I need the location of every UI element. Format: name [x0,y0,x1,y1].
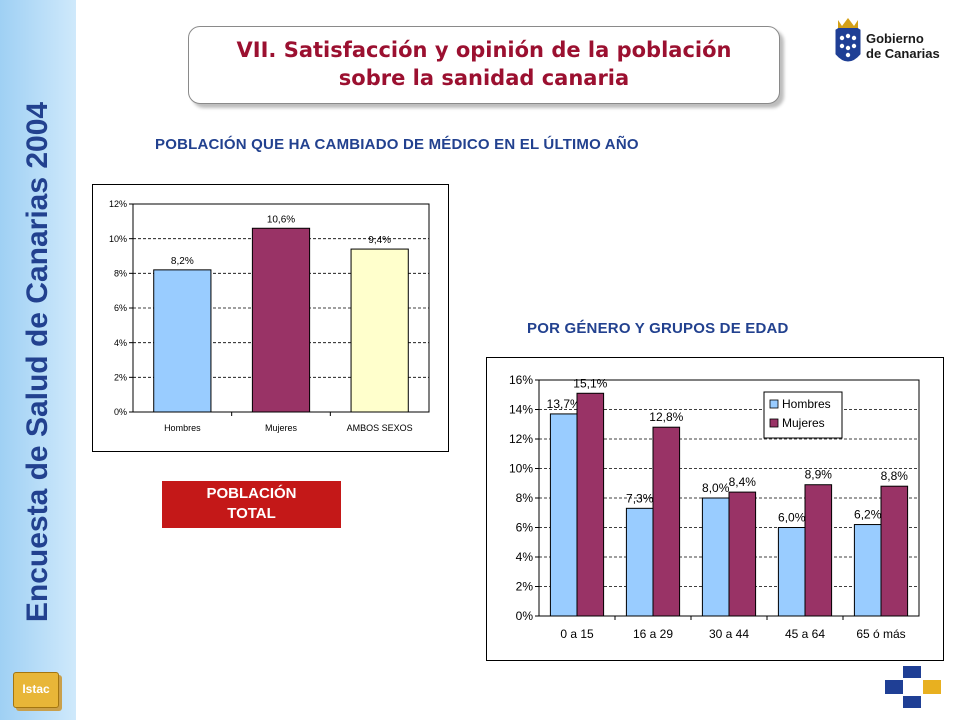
page-title-line1: VII. Satisfacción y opinión de la poblac… [236,38,732,62]
data-label: 6,0% [778,511,806,525]
x-tick-label: Hombres [164,423,201,433]
x-tick-label: 0 a 15 [560,627,594,641]
bar [880,485,909,617]
data-label: 7,3% [626,491,654,505]
bar [153,269,212,413]
bar [350,248,409,413]
bar [853,524,882,617]
data-label: 9,4% [368,235,391,246]
gobierno-logo-line2: de Canarias [866,46,940,61]
total-label-line2: TOTAL [227,505,276,522]
gobierno-logo-line1: Gobierno [866,31,924,46]
bar [549,413,578,617]
sidebar [0,0,76,720]
y-tick-label: 10% [109,234,127,244]
total-chart-frame: 0% 2% 4% 6% 8% 10% 12% Hombres 8,2% Mujeres 10,6% A… [92,184,449,452]
x-tick-label: 65 ó más [856,627,905,641]
bar [576,392,605,617]
data-label: 8,2% [171,256,194,267]
gobierno-crest-icon [835,18,861,62]
y-tick-label: 16% [509,373,533,387]
x-tick-label: 16 a 29 [633,627,673,641]
y-tick-label: 8% [516,491,534,505]
data-label: 13,7% [547,397,581,411]
legend-label: Hombres [782,397,831,411]
total-chart: 0% 2% 4% 6% 8% 10% 12% Hombres 8,2% Mujeres 10,6% A… [109,199,430,433]
y-tick-label: 12% [109,199,127,209]
data-label: 8,9% [805,468,833,482]
y-tick-label: 2% [516,580,534,594]
gender-age-chart: 0% 2% 4% 6% 8% 10% 12% 14% 16% 0 a 15 13,7% 15,1% 16… [509,373,920,641]
y-tick-label: 8% [114,268,127,278]
total-label-line1: POBLACIÓN [206,485,297,502]
y-tick-label: 0% [114,407,127,417]
x-tick-label: 45 a 64 [785,627,825,641]
gender-age-chart-frame: 0% 2% 4% 6% 8% 10% 12% 14% 16% 0 a 15 13,7% 15,1% 16… [486,357,944,661]
sidebar-title: Encuesta de Salud de Canarias 2004 [0,0,76,720]
health-cross-icon [885,666,941,708]
gobierno-logo-text: Gobierno de Canarias [866,31,940,61]
bar [625,507,654,617]
bar [728,491,757,617]
legend-swatch [769,418,779,428]
page-title-line2: sobre la sanidad canaria [338,66,630,90]
data-label: 8,0% [702,481,730,495]
y-tick-label: 4% [516,550,534,564]
y-tick-label: 0% [516,609,534,623]
y-tick-label: 14% [509,403,533,417]
y-tick-label: 10% [509,462,533,476]
main-subtitle: POBLACIÓN QUE HA CAMBIADO DE MÉDICO EN E… [155,136,639,153]
istac-logo: Istac [13,672,59,708]
data-label: 10,6% [267,214,295,225]
y-tick-label: 6% [114,303,127,313]
bar [251,227,311,413]
x-tick-label: Mujeres [265,423,298,433]
total-population-label: POBLACIÓN TOTAL [162,481,341,528]
data-label: 8,8% [881,469,909,483]
y-tick-label: 12% [509,432,533,446]
istac-logo-text: Istac [22,682,50,696]
survey-title-vertical: Encuesta de Salud de Canarias 2004 [21,101,54,623]
y-tick-label: 6% [516,521,534,535]
x-tick-label: 30 a 44 [709,627,749,641]
legend-swatch [769,399,779,409]
bar [804,484,833,617]
y-tick-label: 4% [114,338,127,348]
title-box: VII. Satisfacción y opinión de la poblac… [188,26,780,104]
x-tick-label: AMBOS SEXOS [347,423,413,433]
gender-age-subtitle: POR GÉNERO Y GRUPOS DE EDAD [527,320,789,337]
legend-label: Mujeres [782,416,825,430]
data-label: 8,4% [729,475,757,489]
bar [652,426,681,617]
y-tick-label: 2% [114,372,127,382]
data-label: 15,1% [573,376,607,390]
data-label: 12,8% [649,410,683,424]
data-label: 6,2% [854,508,882,522]
bar [777,527,806,617]
bar [701,497,730,617]
